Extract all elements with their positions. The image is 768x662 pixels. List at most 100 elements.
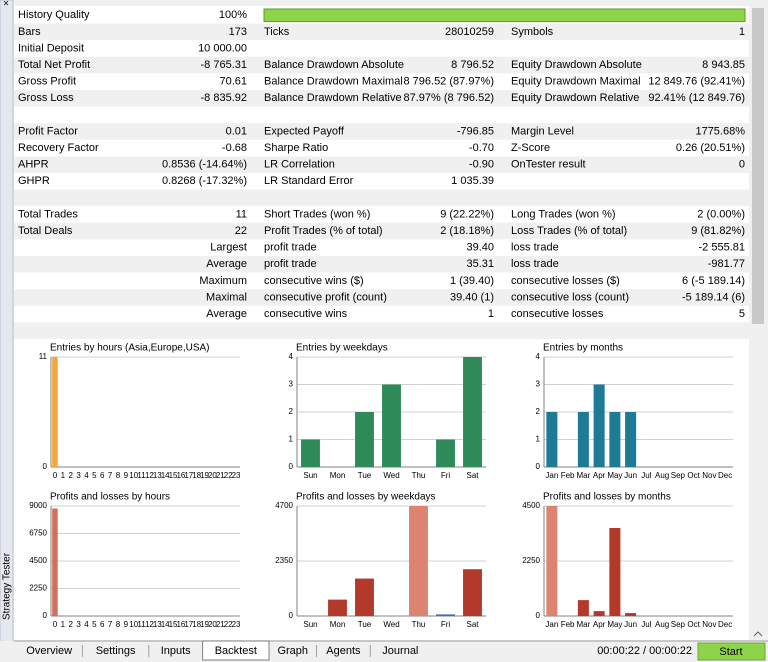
row-label: Symbols — [511, 26, 554, 38]
x-tick-label: Tue — [358, 620, 372, 629]
bar — [436, 614, 455, 616]
row-value: 10 000.00 — [198, 42, 247, 54]
row-background — [14, 272, 749, 290]
x-tick-label: 17 — [184, 471, 193, 480]
bar — [328, 599, 347, 616]
x-tick-label: 22 — [224, 620, 233, 629]
x-tick-label: 4 — [84, 471, 89, 480]
tab-label[interactable]: Journal — [382, 645, 418, 657]
tab-label[interactable]: Overview — [26, 645, 72, 657]
bar — [436, 439, 455, 467]
row-label: Margin Level — [511, 125, 574, 137]
chart-title: Profits and losses by months — [543, 492, 671, 503]
start-label[interactable]: Start — [719, 646, 742, 658]
x-tick-label: 6 — [100, 620, 105, 629]
row-value: 6 (-5 189.14) — [682, 275, 745, 287]
row-label: Average — [206, 258, 247, 270]
x-tick-label: 5 — [92, 620, 97, 629]
tab-label[interactable]: Settings — [96, 645, 136, 657]
y-tick-label: 4 — [289, 352, 294, 361]
row-value: 0.8536 (-14.64%) — [162, 159, 247, 171]
tab-label[interactable]: Graph — [277, 645, 308, 657]
close-button[interactable]: × — [3, 0, 9, 10]
row-background — [14, 56, 749, 74]
row-value: 28010259 — [445, 26, 494, 38]
x-tick-label: 11 — [137, 620, 146, 629]
x-tick-label: Mon — [330, 471, 346, 480]
row-background — [14, 239, 749, 256]
chart-title: Profits and losses by hours — [50, 492, 170, 503]
row-label: Balance Drawdown Maximal — [264, 76, 403, 88]
x-tick-label: 21 — [216, 620, 225, 629]
row-value: 0 — [739, 159, 745, 171]
x-tick-label: 2 — [68, 620, 73, 629]
row-label: Largest — [210, 242, 247, 254]
row-value: 11 — [236, 208, 247, 220]
row-background — [14, 123, 749, 140]
x-tick-label: 17 — [184, 620, 193, 629]
x-tick-label: 11 — [137, 471, 146, 480]
x-tick-label: 13 — [153, 471, 162, 480]
row-background — [14, 40, 749, 57]
x-tick-label: 23 — [232, 471, 241, 480]
tab-label[interactable]: Backtest — [215, 645, 257, 657]
row-label: GHPR — [18, 175, 50, 187]
active-tab[interactable] — [202, 640, 270, 661]
side-panel — [0, 0, 14, 662]
y-tick-label: 4500 — [522, 501, 540, 510]
bar — [625, 613, 637, 616]
x-tick-label: 20 — [208, 620, 217, 629]
bar — [463, 357, 482, 467]
row-value: 35.31 — [466, 258, 494, 270]
row-label: History Quality — [18, 9, 90, 21]
x-tick-label: 9 — [124, 620, 129, 629]
row-label: LR Correlation — [264, 159, 335, 171]
row-value: 1 (39.40) — [450, 275, 494, 287]
x-tick-label: Thu — [412, 620, 426, 629]
x-tick-label: 7 — [108, 620, 113, 629]
x-tick-label: Mar — [576, 620, 590, 629]
row-label: consecutive losses — [511, 308, 604, 320]
scroll-down-arrow[interactable] — [753, 631, 763, 637]
row-label: Short Trades (won %) — [264, 208, 370, 220]
row-label: loss trade — [511, 258, 559, 270]
scroll-thumb[interactable] — [752, 8, 764, 324]
row-label: Loss Trades (% of total) — [511, 225, 627, 237]
x-tick-label: 0 — [53, 471, 58, 480]
row-label: OnTester result — [511, 159, 586, 171]
x-tick-label: 3 — [76, 471, 81, 480]
x-tick-label: 10 — [129, 471, 138, 480]
y-tick-label: 2350 — [275, 556, 293, 565]
y-tick-label: 6750 — [29, 529, 47, 538]
row-label: Gross Profit — [18, 76, 76, 88]
y-tick-label: 9000 — [29, 501, 47, 510]
x-tick-label: 18 — [192, 471, 201, 480]
x-tick-label: Mon — [330, 620, 346, 629]
row-label: Bars — [18, 26, 41, 38]
x-tick-label: Nov — [702, 471, 716, 480]
tab-label[interactable]: Inputs — [161, 645, 191, 657]
start-button[interactable] — [697, 642, 766, 661]
bar — [409, 506, 428, 616]
y-tick-label: 0 — [289, 611, 294, 620]
x-tick-label: Sep — [671, 620, 686, 629]
row-label: profit trade — [264, 258, 317, 270]
row-value: -0.90 — [469, 159, 494, 171]
row-label: Equity Drawdown Maximal — [511, 76, 641, 88]
row-value: -0.70 — [469, 142, 494, 154]
x-tick-label: 20 — [208, 471, 217, 480]
x-tick-label: 4 — [84, 620, 89, 629]
x-tick-label: 19 — [200, 471, 209, 480]
bar — [52, 357, 58, 467]
row-value: 2 (0.00%) — [697, 208, 745, 220]
row-label: consecutive loss (count) — [511, 291, 629, 303]
tab-label[interactable]: Agents — [326, 645, 361, 657]
row-value: -2 555.81 — [699, 242, 745, 254]
y-tick-label: 2 — [289, 407, 294, 416]
bar — [301, 439, 320, 467]
x-tick-label: Apr — [593, 620, 606, 629]
x-tick-label: Sun — [303, 620, 317, 629]
elapsed-time: 00:00:22 / 00:00:22 — [597, 645, 692, 657]
x-tick-label: Dec — [718, 471, 732, 480]
row-label: Total Deals — [18, 225, 73, 237]
